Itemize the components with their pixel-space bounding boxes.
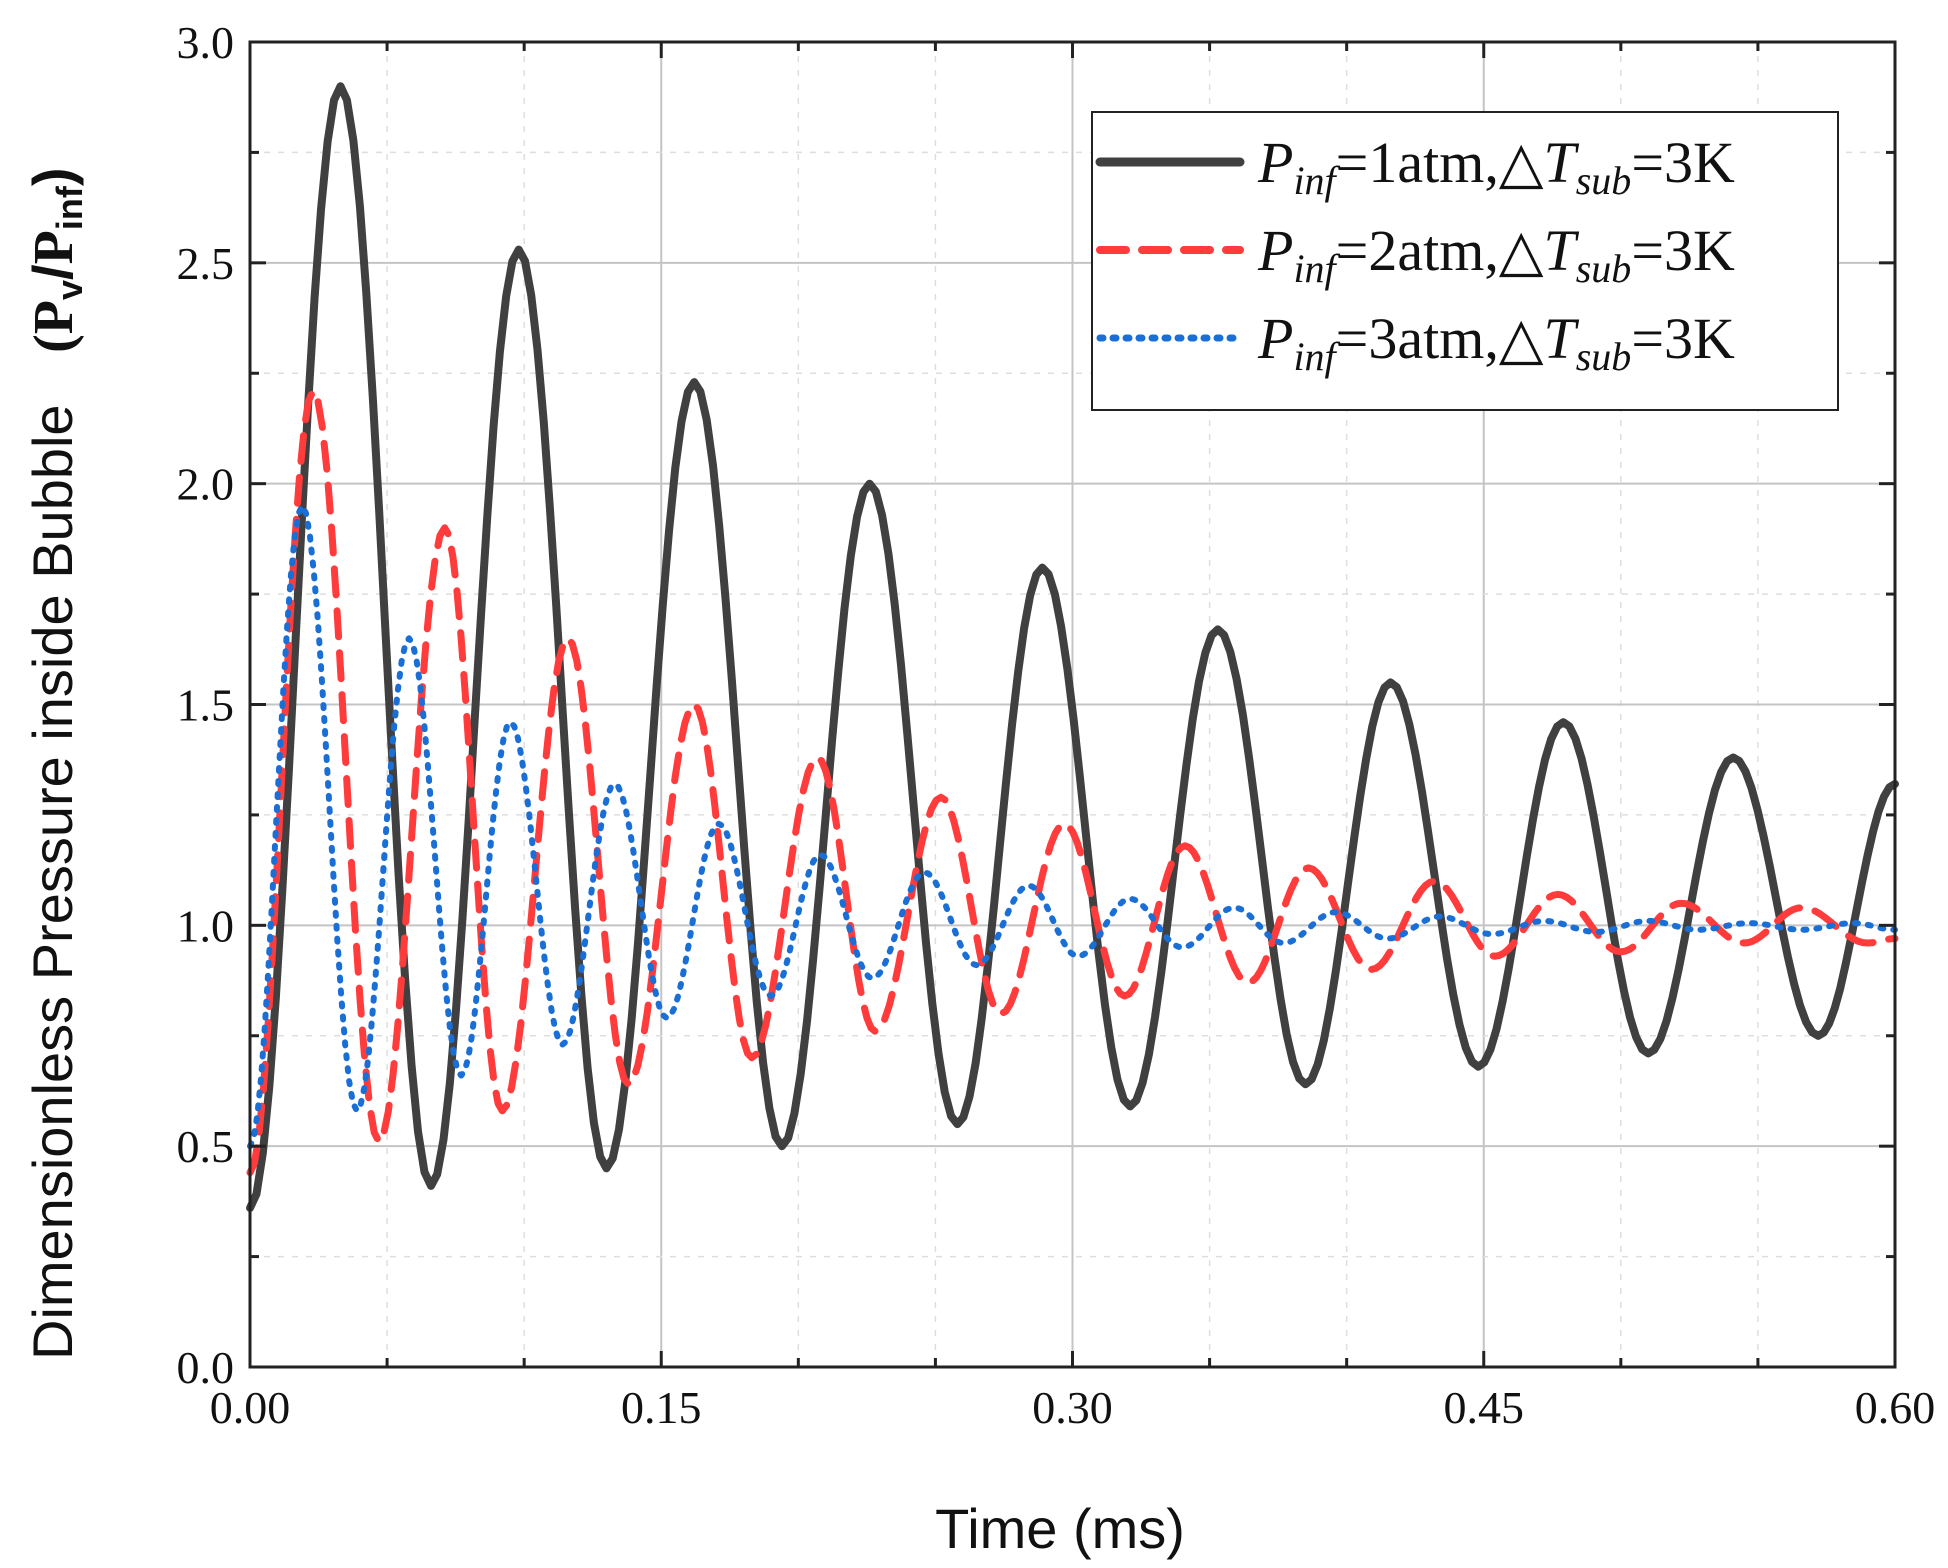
y-tick-label: 0.5: [177, 1121, 235, 1172]
series-group: [246, 82, 1899, 1212]
y-axis-title-paren-close: ): [21, 168, 84, 187]
x-tick-label: 0.15: [621, 1382, 702, 1433]
y-axis-title-pv-sub: v: [49, 280, 90, 300]
y-axis-title-pv: P: [23, 300, 85, 334]
y-axis-title-paren-open: (: [23, 334, 85, 353]
svg-text:Dimensionless Pressure inside: Dimensionless Pressure inside Bubble (Pv…: [21, 168, 90, 1360]
y-axis-title-main: Dimensionless Pressure inside Bubble: [21, 404, 84, 1360]
y-axis-title-pinf: P: [23, 230, 85, 264]
x-tick-label: 0.00: [210, 1382, 291, 1433]
y-axis-title-slash: /: [21, 264, 84, 280]
y-tick-label: 3.0: [177, 17, 235, 68]
series-line: [246, 387, 1899, 1177]
x-axis-title: Time (ms): [935, 1497, 1185, 1560]
y-axis-title-pinf-sub: inf: [49, 185, 90, 230]
y-tick-label: 2.5: [177, 238, 235, 289]
x-tick-label: 0.45: [1444, 1382, 1525, 1433]
y-axis-title: Dimensionless Pressure inside Bubble (Pv…: [21, 168, 90, 1360]
y-tick-label: 2.0: [177, 459, 235, 510]
legend: Pinf=1atm,△Tsub=3K Pinf=2atm,△Tsub=3K Pinf…: [1091, 111, 1839, 411]
tick-labels: 0.00 0.15 0.30 0.45 0.60 0.0 0.5 1.0 1.5 2.0 2.5 3.…: [177, 17, 1936, 1433]
y-tick-label: 1.5: [177, 680, 235, 731]
legend-label: Pinf=3atm,△Tsub=3K: [1257, 306, 1735, 379]
y-tick-label: 1.0: [177, 900, 235, 951]
y-tick-label: 0.0: [177, 1342, 235, 1393]
axes: [248, 40, 1897, 1369]
legend-label: Pinf=2atm,△Tsub=3K: [1257, 218, 1735, 291]
series-line: [246, 82, 1899, 1212]
x-tick-label: 0.60: [1855, 1382, 1936, 1433]
legend-label: Pinf=1atm,△Tsub=3K: [1257, 130, 1735, 203]
series-line: [247, 502, 1898, 1150]
x-tick-label: 0.30: [1032, 1382, 1113, 1433]
